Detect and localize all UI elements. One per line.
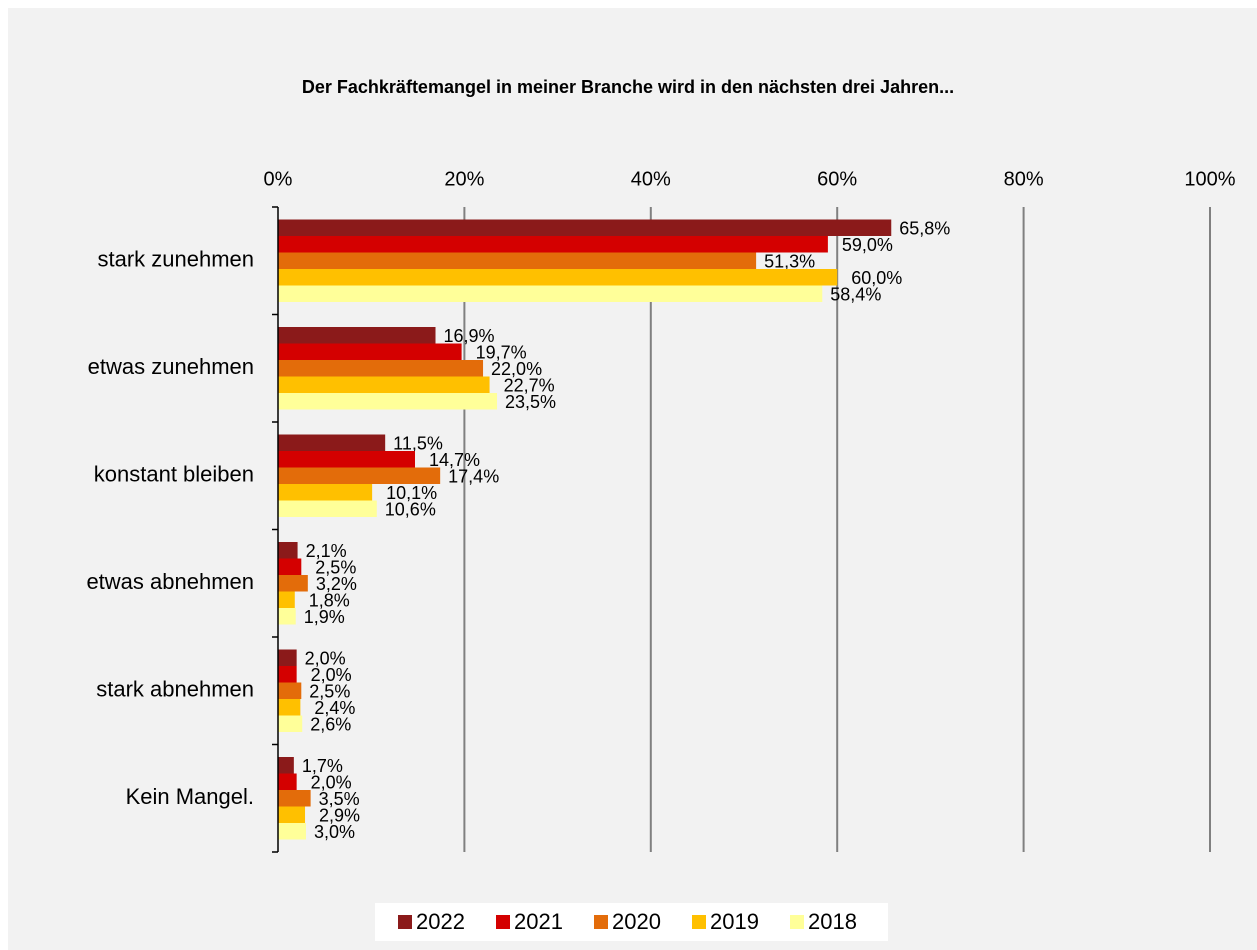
bar bbox=[278, 558, 302, 575]
bar bbox=[278, 773, 297, 790]
y-tick-label: etwas abnehmen bbox=[86, 569, 254, 594]
value-label: 22,7% bbox=[504, 376, 555, 396]
bar bbox=[278, 790, 311, 807]
value-label: 22,0% bbox=[491, 359, 542, 379]
value-label: 19,7% bbox=[476, 343, 527, 363]
x-tick-label: 0% bbox=[264, 168, 293, 190]
value-label: 1,9% bbox=[304, 607, 345, 627]
x-tick-label: 80% bbox=[1004, 168, 1044, 190]
value-label: 51,3% bbox=[764, 252, 815, 272]
value-label: 2,0% bbox=[311, 773, 352, 793]
x-tick-label: 40% bbox=[631, 168, 671, 190]
bar bbox=[278, 715, 303, 732]
value-label: 2,6% bbox=[310, 715, 351, 735]
legend-label: 2021 bbox=[514, 909, 563, 934]
value-label: 2,1% bbox=[306, 541, 347, 561]
legend-label: 2019 bbox=[710, 909, 759, 934]
legend-swatch bbox=[496, 915, 510, 929]
bar bbox=[278, 236, 828, 253]
bar bbox=[278, 285, 823, 302]
legend-swatch bbox=[398, 915, 412, 929]
bar bbox=[278, 376, 490, 393]
y-tick-label: stark zunehmen bbox=[97, 247, 254, 272]
bar bbox=[278, 682, 302, 699]
chart-background bbox=[8, 8, 1257, 950]
value-label: 16,9% bbox=[444, 326, 495, 346]
value-label: 17,4% bbox=[448, 467, 499, 487]
y-tick-label: konstant bleiben bbox=[94, 462, 254, 487]
bar bbox=[278, 757, 294, 774]
bar bbox=[278, 500, 377, 517]
chart-title: Der Fachkräftemangel in meiner Branche w… bbox=[302, 77, 954, 97]
bar bbox=[278, 393, 498, 410]
bar bbox=[278, 343, 462, 360]
value-label: 2,0% bbox=[305, 649, 346, 669]
legend-swatch bbox=[790, 915, 804, 929]
bar bbox=[278, 575, 308, 592]
bar bbox=[278, 649, 297, 666]
value-label: 2,5% bbox=[309, 682, 350, 702]
value-label: 3,2% bbox=[316, 574, 357, 594]
value-label: 3,5% bbox=[319, 789, 360, 809]
legend-label: 2020 bbox=[612, 909, 661, 934]
value-label: 14,7% bbox=[429, 450, 480, 470]
value-label: 1,8% bbox=[309, 591, 350, 611]
bar bbox=[278, 542, 298, 559]
value-label: 10,6% bbox=[385, 500, 436, 520]
bar bbox=[278, 823, 306, 840]
bar bbox=[278, 269, 838, 286]
legend-label: 2022 bbox=[416, 909, 465, 934]
bar bbox=[278, 434, 386, 451]
x-tick-label: 60% bbox=[817, 168, 857, 190]
value-label: 2,0% bbox=[311, 665, 352, 685]
legend-swatch bbox=[594, 915, 608, 929]
bar bbox=[278, 360, 484, 377]
bar bbox=[278, 451, 416, 468]
bar bbox=[278, 591, 295, 608]
value-label: 23,5% bbox=[505, 392, 556, 412]
value-label: 60,0% bbox=[851, 268, 902, 288]
bar bbox=[278, 806, 306, 823]
y-tick-label: Kein Mangel. bbox=[126, 784, 254, 809]
value-label: 10,1% bbox=[386, 483, 437, 503]
bar bbox=[278, 484, 373, 501]
bar bbox=[278, 327, 436, 344]
value-label: 58,4% bbox=[830, 285, 881, 305]
value-label: 1,7% bbox=[302, 756, 343, 776]
x-tick-label: 100% bbox=[1184, 168, 1235, 190]
value-label: 11,5% bbox=[393, 434, 443, 454]
value-label: 3,0% bbox=[314, 822, 355, 842]
bar bbox=[278, 467, 441, 484]
value-label: 2,9% bbox=[319, 806, 360, 826]
bar bbox=[278, 666, 297, 683]
y-tick-label: etwas zunehmen bbox=[88, 354, 254, 379]
x-tick-label: 20% bbox=[444, 168, 484, 190]
value-label: 65,8% bbox=[899, 219, 950, 239]
legend-label: 2018 bbox=[808, 909, 857, 934]
value-label: 2,5% bbox=[315, 558, 356, 578]
value-label: 59,0% bbox=[842, 235, 893, 255]
value-label: 2,4% bbox=[314, 698, 355, 718]
bar bbox=[278, 608, 296, 625]
bar bbox=[278, 252, 757, 269]
y-tick-label: stark abnehmen bbox=[96, 677, 254, 702]
legend-swatch bbox=[692, 915, 706, 929]
bar bbox=[278, 219, 892, 236]
bar bbox=[278, 699, 301, 716]
